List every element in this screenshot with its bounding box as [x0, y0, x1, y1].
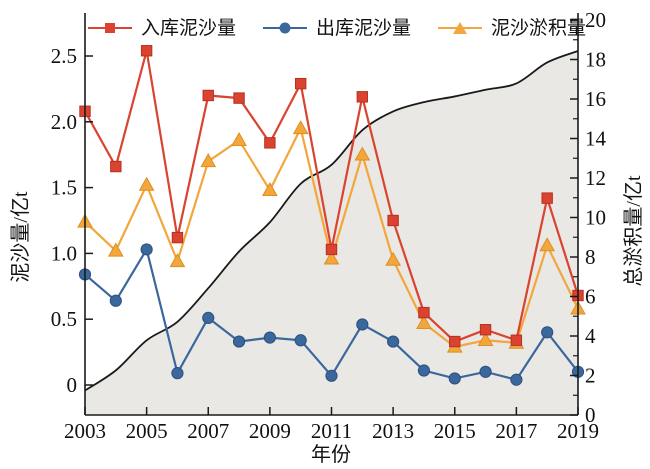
x-tick-label: 2009 — [249, 419, 291, 443]
marker-inflow-2011 — [325, 243, 338, 256]
right-tick-label: 0 — [585, 403, 596, 427]
marker-outflow-2010 — [294, 334, 307, 347]
right-tick-label: 18 — [585, 48, 606, 72]
marker-outflow-2016 — [479, 365, 492, 378]
marker-inflow-2010 — [294, 77, 307, 90]
marker-outflow-2018 — [541, 326, 554, 339]
marker-outflow-2005 — [140, 243, 153, 256]
marker-deposition-2007 — [200, 153, 217, 168]
legend-label-outflow: 出库泥沙量 — [316, 17, 412, 39]
left-tick-label: 1.0 — [51, 241, 77, 265]
marker-outflow-2015 — [448, 372, 461, 385]
legend-square-marker-icon — [88, 21, 132, 36]
marker-inflow-2007 — [202, 89, 214, 102]
marker-inflow-2016 — [479, 324, 492, 336]
marker-inflow-2008 — [233, 92, 245, 104]
marker-deposition-2010 — [292, 120, 309, 135]
marker-outflow-2009 — [263, 331, 276, 344]
x-tick-label: 2011 — [311, 419, 352, 443]
marker-outflow-2012 — [356, 318, 369, 331]
marker-deposition-2004 — [107, 242, 124, 257]
marker-inflow-2012 — [356, 91, 369, 103]
legend-triangle-marker-icon — [438, 21, 483, 36]
x-tick-label: 2019 — [557, 419, 599, 443]
left-tick-label: 2.5 — [51, 44, 77, 68]
right-tick-label: 12 — [585, 166, 606, 190]
left-axis-title: 泥沙量/亿t — [10, 191, 32, 283]
x-tick-label: 2007 — [187, 419, 229, 443]
marker-deposition-2009 — [262, 182, 278, 197]
x-tick-label: 2005 — [126, 419, 168, 443]
marker-deposition-2005 — [138, 176, 155, 191]
right-tick-label: 8 — [585, 245, 596, 269]
chart-legend: 入库泥沙量 出库泥沙量 泥沙淤积量 — [88, 15, 588, 41]
marker-outflow-2006 — [171, 367, 184, 380]
marker-deposition-2012 — [354, 146, 371, 161]
right-tick-label: 2 — [585, 364, 596, 388]
marker-deposition-2018 — [539, 237, 556, 252]
legend-item-inflow: 入库泥沙量 — [88, 19, 236, 38]
marker-outflow-2011 — [325, 369, 338, 382]
right-tick-label: 4 — [585, 324, 596, 348]
marker-inflow-2015 — [449, 335, 461, 348]
marker-outflow-2008 — [232, 335, 246, 348]
marker-inflow-2006 — [171, 231, 184, 244]
marker-outflow-2017 — [510, 373, 523, 386]
x-axis-title: 年份 — [311, 444, 351, 466]
marker-outflow-2004 — [109, 294, 122, 307]
right-tick-label: 14 — [585, 127, 607, 151]
marker-deposition-2008 — [231, 132, 247, 147]
marker-inflow-2004 — [110, 160, 122, 173]
legend-label-inflow: 入库泥沙量 — [141, 17, 237, 39]
marker-inflow-2017 — [510, 334, 523, 346]
marker-deposition-2006 — [169, 253, 186, 268]
marker-deposition-2014 — [416, 314, 432, 329]
x-tick-label: 2017 — [495, 419, 537, 443]
marker-deposition-2011 — [323, 250, 340, 265]
right-axis-title: 总淤积量/亿t — [623, 175, 645, 287]
marker-inflow-2018 — [541, 192, 553, 204]
legend-item-deposition: 泥沙淤积量 — [438, 19, 586, 38]
cumulative-area — [85, 51, 578, 415]
marker-inflow-2005 — [140, 45, 153, 57]
marker-deposition-2013 — [385, 251, 401, 266]
right-tick-label: 6 — [585, 285, 596, 309]
cumulative-line — [84, 50, 579, 392]
marker-outflow-2007 — [202, 311, 215, 324]
marker-deposition-2016 — [477, 332, 494, 347]
x-tick-label: 2015 — [434, 419, 476, 443]
x-tick-label: 2003 — [64, 419, 106, 443]
left-tick-label: 0 — [67, 373, 78, 397]
right-tick-label: 20 — [585, 8, 606, 32]
left-tick-label: 2.0 — [51, 110, 77, 134]
marker-inflow-2014 — [418, 306, 430, 319]
right-tick-label: 16 — [585, 87, 606, 111]
marker-outflow-2013 — [387, 335, 400, 348]
x-tick-label: 2013 — [372, 419, 414, 443]
marker-inflow-2013 — [387, 214, 399, 227]
legend-label-deposition: 泥沙淤积量 — [491, 17, 587, 39]
left-tick-label: 0.5 — [51, 307, 77, 331]
legend-item-outflow: 出库泥沙量 — [263, 19, 411, 38]
marker-outflow-2014 — [417, 364, 431, 377]
marker-inflow-2009 — [264, 137, 276, 149]
legend-circle-marker-icon — [263, 21, 308, 36]
left-tick-label: 1.5 — [51, 176, 77, 200]
right-tick-label: 10 — [585, 206, 606, 230]
